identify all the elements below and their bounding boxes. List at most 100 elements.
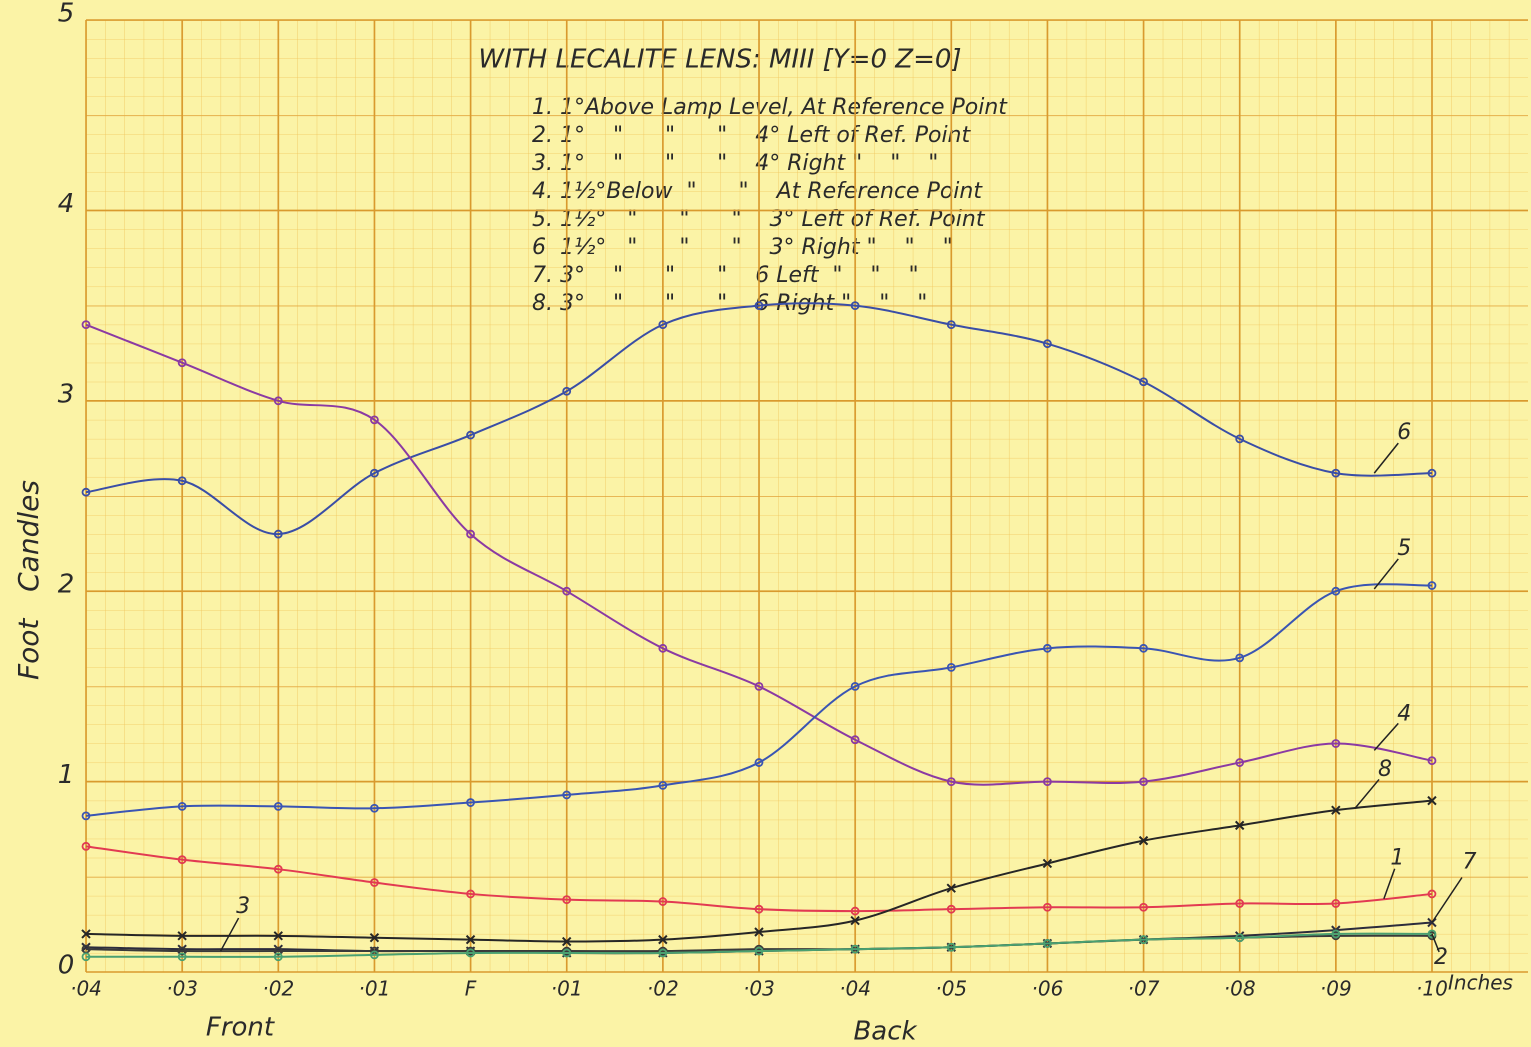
y-tick-label: 0 — [58, 951, 75, 981]
point — [754, 682, 764, 691]
point — [946, 883, 956, 893]
series-label: 4 — [1397, 701, 1411, 726]
annotation-arrow — [1373, 442, 1399, 474]
point — [466, 798, 475, 807]
point — [754, 904, 764, 914]
point — [1427, 889, 1437, 899]
point — [946, 904, 956, 914]
point — [850, 944, 860, 954]
key-entry: 1. 1°Above Lamp Level, At Reference Poin… — [532, 95, 1008, 120]
point — [658, 643, 668, 653]
key-entry: 6 1½° " " " 3° Right " " " — [532, 235, 953, 260]
x-tick-label: ·03 — [743, 977, 775, 1001]
point — [1331, 468, 1341, 478]
point — [1235, 758, 1245, 767]
point — [1427, 581, 1437, 590]
key-entry: 3. 1° " " " 4° Right " " " — [532, 151, 938, 176]
point — [370, 803, 379, 813]
point — [1235, 933, 1245, 943]
point — [1043, 777, 1052, 786]
annotation-arrow — [1383, 868, 1396, 899]
annotation-arrow — [1354, 778, 1380, 809]
point — [1235, 434, 1245, 444]
point — [754, 946, 764, 956]
y-tick-label: 2 — [58, 570, 75, 600]
point — [273, 946, 283, 956]
point — [177, 931, 187, 941]
key-entry: 8. 3° " " " 6 Right " " " — [532, 291, 927, 316]
series-label: 8 — [1378, 757, 1392, 782]
x-tick-label: ·04 — [839, 977, 871, 1001]
x-tick-label: ·04 — [70, 977, 102, 1001]
point — [81, 952, 91, 962]
point — [1043, 643, 1052, 653]
point — [1139, 902, 1148, 912]
point — [754, 927, 764, 937]
x-tick-label: ·07 — [1128, 977, 1160, 1001]
point — [273, 952, 283, 962]
point — [177, 952, 187, 962]
x-tick-label: ·01 — [359, 977, 391, 1001]
series-line — [86, 932, 1432, 958]
point — [850, 906, 860, 916]
annotation-arrow — [1431, 877, 1463, 923]
x-tick-label: ·10 — [1416, 977, 1448, 1001]
point — [1043, 339, 1052, 349]
chart-title: WITH LECALITE LENS: MIII [Y=0 Z=0] — [478, 45, 961, 75]
point — [273, 801, 283, 811]
point — [370, 878, 379, 887]
point — [273, 529, 283, 539]
point — [1427, 795, 1437, 806]
series-label: 7 — [1462, 849, 1476, 874]
point — [466, 529, 475, 539]
point — [658, 934, 668, 945]
point — [1235, 653, 1245, 663]
y-axis-label: Foot Candles — [12, 480, 45, 680]
point — [1331, 929, 1341, 939]
key-entry: 2. 1° " " " 4° Left of Ref. Point — [532, 123, 971, 148]
annotation-arrow — [219, 917, 240, 952]
x-tick-label: ·01 — [551, 977, 583, 1001]
y-tick-label: 4 — [58, 189, 75, 219]
point — [1235, 899, 1245, 908]
point — [562, 586, 572, 596]
graph-paper-major — [86, 20, 1528, 972]
series-line — [85, 583, 1433, 817]
point — [1042, 858, 1053, 869]
point — [1331, 586, 1341, 596]
point — [1139, 777, 1148, 786]
point — [177, 855, 187, 865]
point — [1139, 377, 1148, 387]
x-side-label: Back — [853, 1017, 917, 1047]
point — [177, 801, 187, 811]
point — [562, 948, 572, 958]
point — [850, 735, 860, 745]
point — [466, 430, 475, 440]
annotation-arrow — [1431, 933, 1440, 953]
point — [81, 487, 91, 497]
point — [946, 777, 956, 786]
point — [370, 468, 379, 478]
series-line — [85, 323, 1433, 786]
point — [1427, 929, 1437, 939]
point — [1331, 739, 1341, 748]
point — [850, 682, 860, 691]
series-label: 2 — [1434, 945, 1448, 970]
annotation-arrow — [1373, 722, 1399, 751]
point — [1139, 935, 1148, 945]
x-tick-label: F — [465, 977, 477, 1001]
key-entry: 4. 1½°Below " " At Reference Point — [532, 179, 983, 204]
x-side-label: Front — [206, 1013, 275, 1043]
point — [370, 415, 379, 425]
point — [370, 950, 379, 960]
annotation-arrow — [1373, 558, 1399, 590]
point — [273, 396, 283, 406]
point — [177, 358, 187, 368]
point — [562, 790, 572, 800]
point — [1043, 902, 1052, 912]
point — [81, 841, 91, 851]
point — [177, 476, 187, 486]
series-label: 3 — [236, 894, 250, 919]
